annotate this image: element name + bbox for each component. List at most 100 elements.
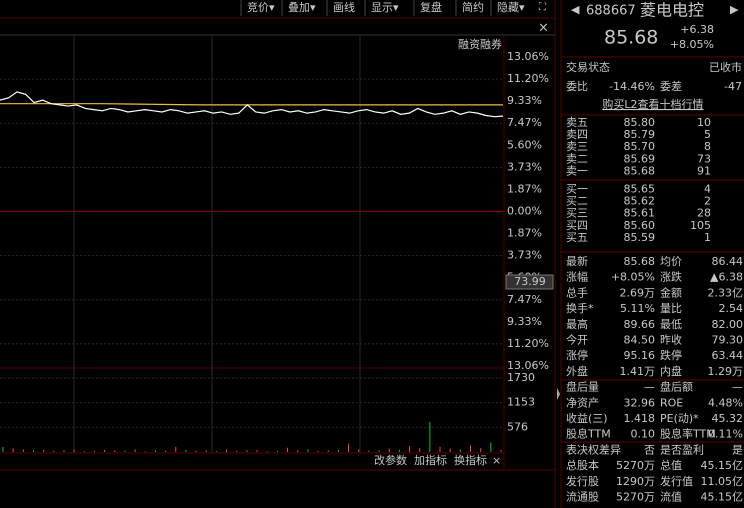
book-volume: 5 — [704, 128, 711, 141]
stat-value: 1.418 — [624, 412, 656, 425]
next-stock[interactable]: ▶ — [730, 3, 739, 16]
stat-value: 11.05亿 — [701, 475, 744, 488]
stock-code: 688667 — [586, 4, 636, 19]
book-label: 卖四 — [566, 128, 588, 141]
axis-label: 3.73% — [507, 160, 542, 173]
stat-value: — — [732, 381, 743, 394]
stat-value: 5270万 — [616, 491, 655, 504]
axis-label: 9.33% — [507, 94, 542, 107]
collapse-arrow[interactable] — [557, 388, 560, 400]
stat-label: 量比 — [660, 302, 682, 315]
stat-label: 最高 — [566, 317, 588, 331]
book-volume: 2 — [704, 195, 711, 208]
diff-label: 委差 — [660, 79, 682, 93]
stat-value: 63.44 — [712, 349, 744, 362]
toolbar-button[interactable]: 复盘 — [420, 0, 442, 14]
stat-value: 5.11% — [620, 302, 655, 315]
stat-label: 流值 — [660, 490, 682, 504]
ratio: -14.46% — [609, 80, 655, 93]
axis-label: 13.06% — [507, 50, 549, 63]
book-price: 85.79 — [624, 128, 656, 141]
stat-value: 2.33亿 — [708, 286, 744, 299]
book-volume: 4 — [704, 183, 711, 196]
book-label: 买三 — [566, 207, 588, 220]
stat-value: 45.15亿 — [701, 459, 744, 472]
stat-label: 今开 — [566, 333, 588, 347]
stock-name: 菱电电控 — [640, 1, 704, 20]
stat-value: 84.50 — [624, 334, 656, 347]
stat-label: 涨跌 — [660, 270, 682, 284]
close-icon[interactable]: × — [538, 21, 549, 36]
volume-label: 1153 — [507, 396, 535, 409]
stat-value: 2.69万 — [620, 286, 656, 299]
toolbar-button[interactable]: 叠加▾ — [288, 1, 316, 14]
stat-label: 最低 — [660, 318, 682, 331]
book-price: 85.68 — [624, 164, 656, 177]
book-price: 85.61 — [624, 207, 656, 220]
stat-label: 均价 — [660, 255, 682, 268]
book-volume: 10 — [697, 116, 711, 129]
stat-label: 总手 — [566, 285, 588, 299]
stat-label: 涨停 — [566, 348, 588, 362]
stat-value: 86.44 — [712, 255, 744, 268]
book-label: 卖二 — [566, 152, 588, 165]
stat-value: 1.41万 — [620, 365, 656, 378]
stat-label: 昨收 — [660, 333, 682, 347]
stat-value: 79.30 — [712, 334, 744, 347]
book-label: 买二 — [566, 195, 588, 208]
chart-tab[interactable]: 换指标 — [454, 453, 487, 467]
stat-value: 2.54 — [719, 302, 744, 315]
stat-value: 82.00 — [712, 318, 744, 331]
book-price: 85.62 — [624, 195, 656, 208]
stat-label: 发行股 — [566, 474, 599, 488]
chart-tab[interactable]: 加指标 — [414, 453, 447, 467]
book-price: 85.69 — [624, 152, 656, 165]
stat-value: 95.16 — [624, 349, 656, 362]
stat-value: 32.96 — [624, 396, 656, 409]
stat-label: 净资产 — [566, 395, 599, 409]
stat-value: 0.10 — [631, 428, 656, 441]
toolbar-button[interactable]: 隐藏▾ — [497, 1, 525, 14]
diff: -47 — [724, 80, 742, 93]
stat-value: 是 — [732, 443, 743, 456]
stat-label: 盘后量 — [566, 380, 599, 394]
l2-link[interactable]: 购买L2查看十档行情 — [602, 97, 703, 111]
stat-value: +8.05% — [611, 271, 655, 284]
stat-label: 股息率TTM — [660, 427, 716, 441]
toolbar-button[interactable]: 竞价▾ — [247, 0, 275, 14]
price: 85.68 — [604, 27, 658, 49]
change-pct: +8.05% — [670, 38, 714, 51]
axis-label: 11.20% — [507, 337, 549, 350]
axis-label: 11.20% — [507, 72, 549, 85]
book-volume: 8 — [704, 140, 711, 153]
chart-tab[interactable]: × — [492, 454, 501, 467]
stat-value: — — [644, 381, 655, 394]
stat-value: 5270万 — [616, 459, 655, 472]
axis-label: 9.33% — [507, 315, 542, 328]
book-price: 85.65 — [624, 183, 656, 196]
chart-tab[interactable]: 改参数 — [374, 453, 407, 467]
stat-label: 发行值 — [660, 474, 693, 488]
expand-icon[interactable]: ⛶ — [538, 2, 547, 13]
stat-label: 盘后额 — [660, 380, 693, 394]
stat-label: 总股本 — [566, 458, 599, 472]
toolbar-button[interactable]: 简约 — [462, 0, 484, 14]
stat-label: 流通股 — [566, 490, 599, 504]
toolbar-button[interactable]: 画线 — [333, 0, 355, 14]
prev-stock[interactable]: ◀ — [571, 3, 580, 16]
stat-value: 89.66 — [624, 318, 656, 331]
stat-label: 是否盈利 — [660, 443, 704, 456]
stat-value: 4.48% — [708, 396, 743, 409]
stat-label: PE(动)* — [660, 412, 699, 425]
axis-label: 1.87% — [507, 182, 542, 195]
book-volume: 105 — [690, 219, 711, 232]
stat-label: 总值 — [660, 458, 682, 472]
corner-label: 融资融券 — [458, 37, 502, 51]
toolbar-button[interactable]: 显示▾ — [371, 1, 399, 14]
book-volume: 28 — [697, 207, 711, 220]
axis-label: 5.60% — [507, 138, 542, 151]
book-label: 卖一 — [566, 164, 588, 177]
price-line — [0, 91, 504, 118]
